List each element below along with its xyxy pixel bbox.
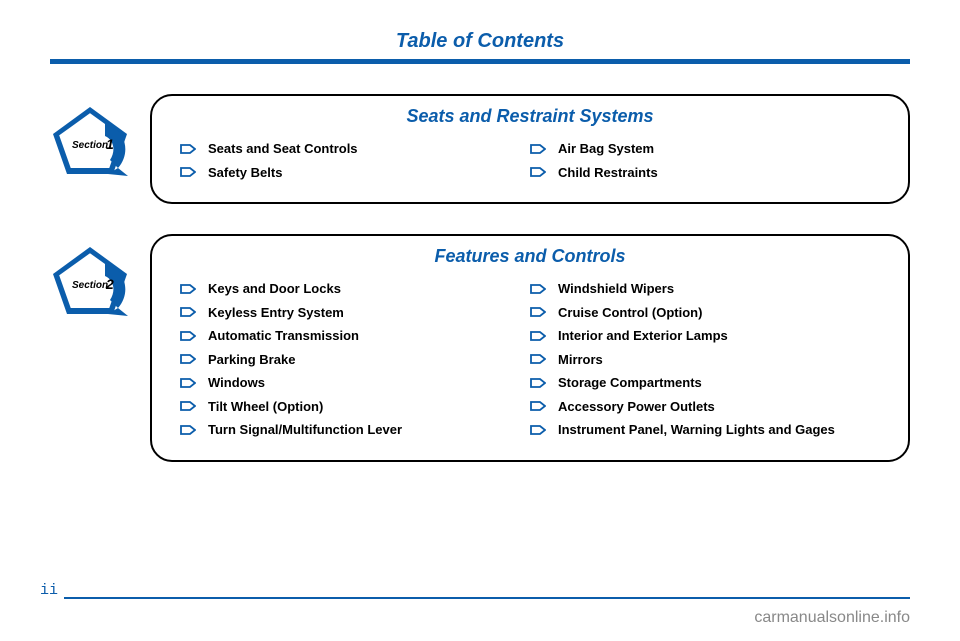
bullet-icon — [530, 378, 546, 388]
bullet-icon — [180, 425, 196, 435]
toc-item[interactable]: Air Bag System — [530, 139, 880, 159]
section-2-col-right: Windshield Wipers Cruise Control (Option… — [530, 275, 880, 444]
toc-item[interactable]: Seats and Seat Controls — [180, 139, 530, 159]
section-title-2: Features and Controls — [180, 246, 880, 267]
section-1-col-right: Air Bag System Child Restraints — [530, 135, 880, 186]
toc-item[interactable]: Cruise Control (Option) — [530, 303, 880, 323]
toc-item-label: Mirrors — [558, 350, 603, 370]
toc-item-label: Cruise Control (Option) — [558, 303, 702, 323]
section-block-1: Section 1 Seats and Restraint Systems Se… — [50, 94, 910, 204]
footer-divider — [64, 597, 910, 600]
toc-item[interactable]: Storage Compartments — [530, 373, 880, 393]
toc-item[interactable]: Child Restraints — [530, 163, 880, 183]
watermark: carmanualsonline.info — [754, 609, 910, 627]
toc-item-label: Air Bag System — [558, 139, 654, 159]
bullet-icon — [180, 144, 196, 154]
toc-item-label: Automatic Transmission — [208, 326, 359, 346]
toc-item-label: Accessory Power Outlets — [558, 397, 715, 417]
toc-item[interactable]: Automatic Transmission — [180, 326, 530, 346]
bullet-icon — [180, 331, 196, 341]
section-block-2: Section 2 Features and Controls Keys and… — [50, 234, 910, 462]
section-badge-2: Section 2 — [50, 244, 138, 324]
toc-item-label: Instrument Panel, Warning Lights and Gag… — [558, 420, 835, 440]
badge-number-2: 2 — [105, 276, 114, 292]
badge-label-1: Section — [72, 140, 108, 151]
toc-item[interactable]: Interior and Exterior Lamps — [530, 326, 880, 346]
bullet-icon — [180, 354, 196, 364]
bullet-icon — [180, 167, 196, 177]
section-badge-1: Section 1 — [50, 104, 138, 184]
toc-item-label: Storage Compartments — [558, 373, 702, 393]
section-content-2: Features and Controls Keys and Door Lock… — [150, 234, 910, 462]
toc-item-label: Windows — [208, 373, 265, 393]
section-1-col-left: Seats and Seat Controls Safety Belts — [180, 135, 530, 186]
toc-item-label: Child Restraints — [558, 163, 658, 183]
toc-item[interactable]: Instrument Panel, Warning Lights and Gag… — [530, 420, 880, 440]
toc-item[interactable]: Turn Signal/Multifunction Lever — [180, 420, 530, 440]
toc-item-label: Windshield Wipers — [558, 279, 674, 299]
bullet-icon — [180, 307, 196, 317]
section-content-1: Seats and Restraint Systems Seats and Se… — [150, 94, 910, 204]
toc-item[interactable]: Windows — [180, 373, 530, 393]
bullet-icon — [530, 425, 546, 435]
page-footer: ii — [40, 582, 910, 599]
bullet-icon — [530, 167, 546, 177]
toc-item-label: Parking Brake — [208, 350, 295, 370]
toc-item[interactable]: Accessory Power Outlets — [530, 397, 880, 417]
toc-item[interactable]: Keyless Entry System — [180, 303, 530, 323]
title-divider — [50, 59, 910, 64]
bullet-icon — [530, 354, 546, 364]
toc-item-label: Safety Belts — [208, 163, 282, 183]
toc-item[interactable]: Keys and Door Locks — [180, 279, 530, 299]
toc-item-label: Keys and Door Locks — [208, 279, 341, 299]
bullet-icon — [180, 378, 196, 388]
bullet-icon — [530, 284, 546, 294]
toc-item-label: Turn Signal/Multifunction Lever — [208, 420, 402, 440]
badge-number-1: 1 — [106, 136, 114, 152]
page-title: Table of Contents — [50, 30, 910, 53]
page-number: ii — [40, 582, 58, 599]
bullet-icon — [180, 284, 196, 294]
toc-item[interactable]: Mirrors — [530, 350, 880, 370]
bullet-icon — [180, 401, 196, 411]
bullet-icon — [530, 401, 546, 411]
bullet-icon — [530, 307, 546, 317]
toc-item-label: Interior and Exterior Lamps — [558, 326, 728, 346]
toc-item[interactable]: Safety Belts — [180, 163, 530, 183]
toc-item-label: Keyless Entry System — [208, 303, 344, 323]
toc-item-label: Tilt Wheel (Option) — [208, 397, 323, 417]
toc-item[interactable]: Tilt Wheel (Option) — [180, 397, 530, 417]
badge-label-2: Section — [72, 280, 108, 291]
toc-item[interactable]: Windshield Wipers — [530, 279, 880, 299]
bullet-icon — [530, 144, 546, 154]
toc-item[interactable]: Parking Brake — [180, 350, 530, 370]
section-2-col-left: Keys and Door Locks Keyless Entry System… — [180, 275, 530, 444]
section-title-1: Seats and Restraint Systems — [180, 106, 880, 127]
toc-item-label: Seats and Seat Controls — [208, 139, 358, 159]
bullet-icon — [530, 331, 546, 341]
